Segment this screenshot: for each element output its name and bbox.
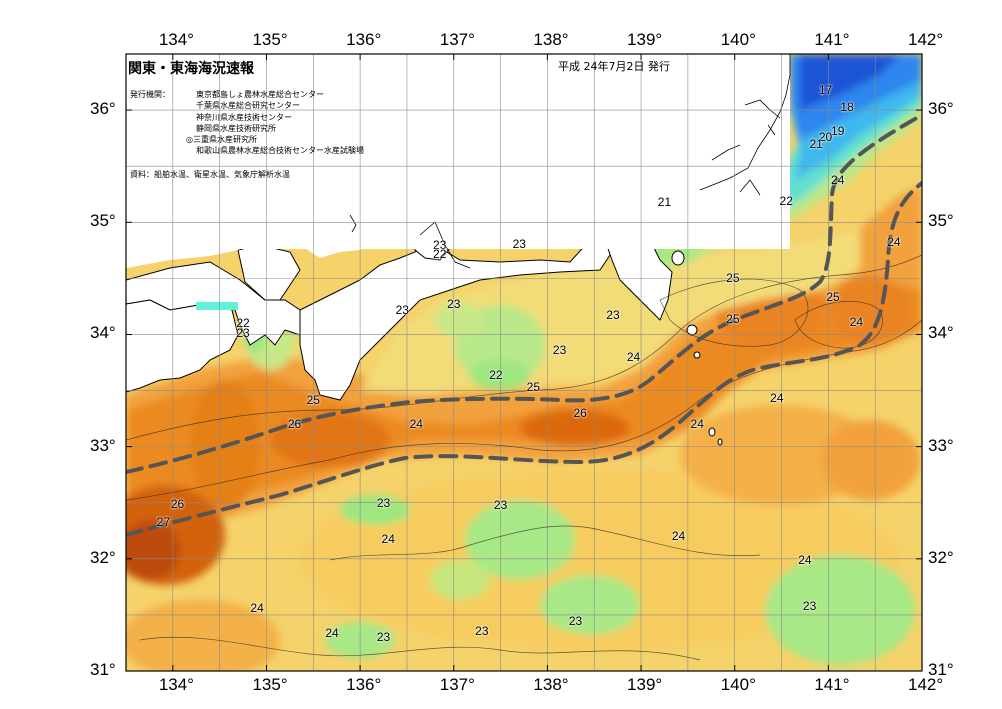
- isotherm-label: 23: [395, 302, 409, 317]
- lat-label: 34°: [90, 323, 116, 343]
- isotherm-label: 25: [526, 380, 541, 395]
- isotherm-label: 23: [475, 623, 489, 638]
- isotherm-label: 22: [489, 367, 503, 382]
- map-title: 関東・東海海況速報: [128, 61, 254, 77]
- isotherm-label: 24: [250, 601, 264, 616]
- isotherm-label: 24: [887, 235, 901, 250]
- isotherm-label: 26: [573, 405, 587, 420]
- isotherm-label: 24: [671, 529, 686, 544]
- lon-label: 138°: [533, 675, 569, 694]
- isotherm-label: 22: [779, 193, 793, 208]
- isotherm-label: 25: [306, 392, 320, 407]
- isotherm-label: 21: [809, 136, 823, 151]
- isotherm-label: 23: [552, 343, 567, 358]
- lat-label: 36°: [90, 99, 116, 119]
- lat-label: 33°: [90, 435, 116, 455]
- isotherm-label: 23: [376, 495, 391, 510]
- graticule: [126, 54, 922, 671]
- issuer-list: 東京都島しょ農林水産総合センター 千葉県水産総合研究センター 神奈川県水産技術セ…: [186, 89, 364, 157]
- isotherm-label: 24: [325, 625, 339, 640]
- bay-patch: [196, 302, 238, 310]
- isotherm-label: 23: [376, 630, 391, 645]
- lat-label: 32°: [928, 547, 954, 567]
- lon-label: 139°: [627, 30, 663, 49]
- isotherm-label: 23: [568, 613, 583, 628]
- isotherm-label: 19: [831, 124, 845, 139]
- isotherm-label: 25: [826, 290, 840, 305]
- isotherm-label: 23: [512, 236, 526, 251]
- lon-label: 137°: [439, 675, 475, 694]
- map-frame: [125, 53, 923, 672]
- isotherm-label: 23: [493, 497, 508, 512]
- lon-label: 134°: [158, 30, 194, 49]
- axis-ticks: [126, 54, 923, 672]
- isotherm-label: 24: [849, 315, 864, 330]
- isotherm-label: 23: [433, 237, 447, 252]
- lat-label: 34°: [928, 323, 954, 343]
- isotherm-label: 27: [156, 514, 171, 529]
- issue-date: 平成 24年7月2日 発行: [558, 60, 670, 73]
- lon-label: 140°: [720, 675, 756, 694]
- lat-label: 31°: [90, 660, 116, 679]
- kuroshio-axis: [126, 113, 922, 537]
- isotherm-label: 20: [818, 130, 833, 144]
- isotherm-label: 18: [840, 99, 854, 114]
- isotherm-label: 23: [236, 326, 250, 341]
- isotherm-label: 23: [802, 598, 817, 613]
- lon-label: 136°: [346, 675, 382, 694]
- isotherm-label: 24: [798, 552, 812, 567]
- lon-label: 141°: [814, 30, 850, 49]
- lat-label: 36°: [928, 99, 954, 119]
- isotherm-label: 24: [381, 531, 395, 546]
- lon-label: 137°: [439, 30, 475, 49]
- issuer-item: ◎三重県水産研究所: [186, 135, 257, 145]
- lat-label: 32°: [90, 547, 116, 567]
- coastline: [349, 54, 791, 269]
- issuer-item: 東京都島しょ農林水産総合センター: [196, 90, 324, 99]
- lon-label: 139°: [627, 675, 663, 694]
- header-panel: [126, 54, 790, 249]
- lon-label: 134°: [158, 675, 194, 694]
- isotherm-label: 26: [287, 417, 302, 432]
- data-source: 資料：船舶水温、衛星水温、気象庁解析水温: [130, 170, 290, 179]
- isotherm-label: 24: [770, 391, 784, 406]
- isotherm-label: 24: [409, 417, 423, 432]
- lat-label: 35°: [90, 211, 116, 231]
- lon-label: 142°: [908, 30, 944, 49]
- isotherm-label: 24: [831, 172, 845, 187]
- isotherm-label: 17: [818, 82, 833, 97]
- isotherm-label: 24: [626, 349, 641, 364]
- isotherm-label: 24: [690, 417, 704, 432]
- isotherm-label: 25: [726, 271, 740, 286]
- lon-label: 141°: [814, 675, 850, 694]
- lat-label: 31°: [928, 660, 954, 679]
- isotherm-label: 22: [433, 246, 447, 261]
- isotherm-label: 23: [447, 297, 461, 312]
- lon-label: 142°: [908, 675, 944, 694]
- isotherm-label: 26: [170, 496, 185, 511]
- lon-label: 138°: [533, 30, 569, 49]
- isotherm-label: 25: [726, 311, 740, 326]
- lon-label: 136°: [346, 30, 382, 49]
- lon-label: 135°: [252, 30, 288, 49]
- isotherm-label: 21: [657, 195, 672, 210]
- lon-label: 140°: [720, 30, 756, 49]
- isotherm-label: 22: [236, 316, 250, 331]
- lon-label: 135°: [252, 675, 288, 694]
- issuer-item: 千葉県水産総合研究センター: [196, 101, 300, 111]
- isotherm-label: 23: [606, 308, 620, 323]
- issuer-item: 神奈川県水産技術センター: [196, 112, 292, 122]
- lat-label: 35°: [928, 211, 954, 231]
- issuer-item: 静岡県水産技術研究所: [196, 123, 276, 133]
- issuer-label: 発行機関：: [130, 90, 170, 99]
- issuer-item: 和歌山県農林水産総合技術センター水産試験場: [196, 146, 364, 156]
- lat-label: 33°: [928, 435, 954, 455]
